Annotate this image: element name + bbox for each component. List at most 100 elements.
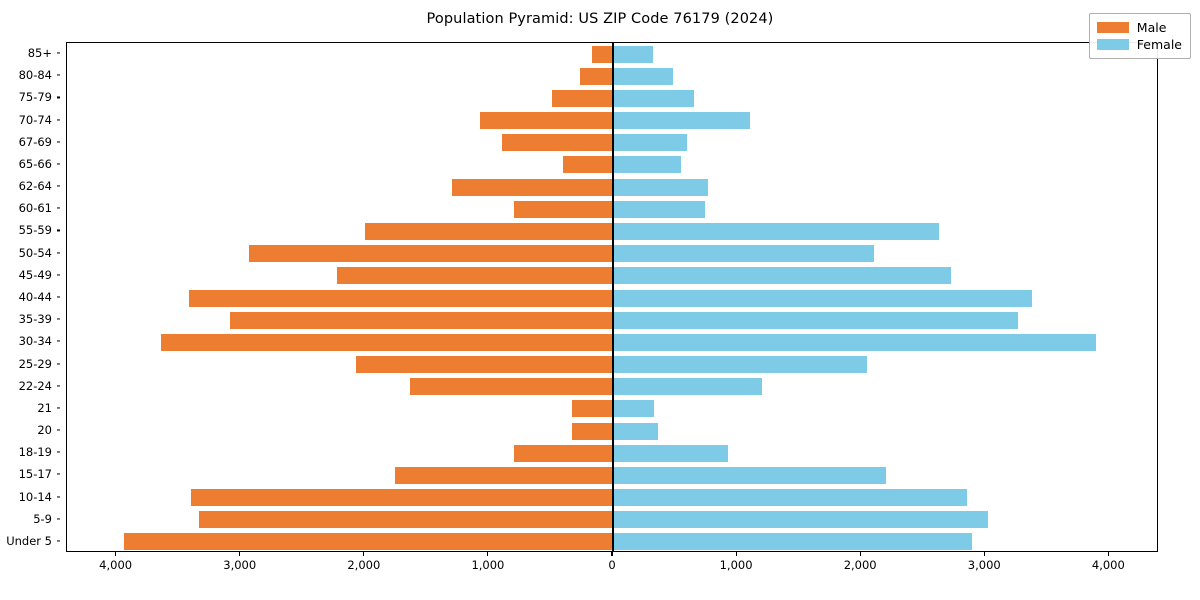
- bar-female: [613, 356, 868, 374]
- bar-male: [188, 289, 613, 307]
- y-tick-label: 62-64: [18, 179, 52, 194]
- x-tick-label: 3,000: [967, 558, 1001, 572]
- y-tick-mark: [56, 540, 60, 542]
- y-tick-label: 67-69: [18, 134, 52, 149]
- y-tick-label: 45-49: [18, 267, 52, 282]
- y-tick-label: 80-84: [18, 68, 52, 83]
- y-tick-mark: [56, 362, 60, 365]
- y-tick-mark: [56, 163, 60, 165]
- y-tick-mark: [56, 518, 60, 520]
- bar-female: [613, 466, 886, 484]
- bar-male: [230, 311, 613, 329]
- bars-layer: [67, 43, 1157, 551]
- bar-male: [249, 245, 613, 263]
- bar-female: [613, 311, 1018, 329]
- y-tick-mark: [56, 318, 60, 320]
- bar-female: [613, 67, 673, 85]
- x-tick-label: 0: [608, 558, 616, 572]
- y-tick-label: 65-66: [18, 156, 52, 171]
- y-tick-mark: [56, 429, 60, 431]
- y-tick-label: 70-74: [18, 112, 52, 127]
- x-axis: 4,000 3,000 2,000 1,000 0 1,000 2,000 3,000 4,00…: [66, 552, 1158, 582]
- y-tick-label: Under 5: [6, 533, 52, 548]
- y-tick-mark: [56, 52, 60, 54]
- y-tick-label: 25-29: [18, 356, 52, 371]
- y-tick-mark: [56, 274, 60, 276]
- y-tick-label: 20: [37, 423, 52, 438]
- bar-female: [613, 267, 951, 285]
- bar-male: [572, 400, 613, 418]
- y-tick-label: 85+: [27, 46, 52, 61]
- y-tick-mark: [56, 473, 60, 475]
- bar-male: [198, 511, 613, 529]
- bar-male: [480, 112, 613, 130]
- y-tick-mark: [56, 340, 60, 342]
- bar-female: [613, 222, 940, 240]
- bar-female: [613, 134, 687, 152]
- plot-area: [66, 42, 1158, 552]
- bar-male: [551, 89, 613, 107]
- y-tick-label: 30-34: [18, 334, 52, 349]
- y-tick-mark: [56, 385, 60, 387]
- y-tick-mark: [56, 185, 60, 187]
- x-tick-label: 4,000: [1091, 558, 1125, 572]
- y-tick-mark: [56, 207, 60, 209]
- bar-male: [563, 156, 613, 174]
- bar-male: [580, 67, 613, 85]
- bar-female: [613, 511, 988, 529]
- bar-female: [613, 533, 973, 551]
- zero-axis-line: [612, 43, 614, 551]
- bar-female: [613, 45, 653, 63]
- y-tick-label: 22-24: [18, 378, 52, 393]
- bar-male: [124, 533, 613, 551]
- bar-female: [613, 489, 967, 507]
- y-tick-mark: [56, 96, 60, 98]
- x-tick-mark: [487, 552, 489, 556]
- x-tick-label: 1,000: [471, 558, 505, 572]
- y-tick-mark: [56, 407, 60, 409]
- x-tick-label: 2,000: [347, 558, 381, 572]
- bar-female: [613, 400, 654, 418]
- bar-male: [501, 134, 613, 152]
- bar-female: [613, 378, 762, 396]
- bar-female: [613, 178, 708, 196]
- bar-male: [513, 444, 613, 462]
- legend-item-female[interactable]: Female: [1096, 36, 1182, 53]
- x-tick-label: 1,000: [719, 558, 753, 572]
- y-tick-label: 75-79: [18, 90, 52, 105]
- y-tick-mark: [56, 74, 60, 76]
- y-tick-mark: [56, 451, 60, 453]
- y-tick-label: 55-59: [18, 223, 52, 238]
- bar-male: [572, 422, 613, 440]
- bar-male: [514, 200, 613, 218]
- bar-female: [613, 289, 1033, 307]
- legend-item-male[interactable]: Male: [1096, 19, 1182, 36]
- x-tick-mark: [611, 552, 613, 556]
- y-tick-label: 18-19: [18, 445, 52, 460]
- bar-male: [336, 267, 613, 285]
- bar-male: [410, 378, 613, 396]
- bar-male: [191, 489, 613, 507]
- bar-female: [613, 422, 659, 440]
- x-tick-mark: [115, 552, 117, 556]
- y-tick-label: 5-9: [33, 511, 52, 526]
- bar-male: [356, 356, 613, 374]
- y-tick-mark: [56, 296, 60, 298]
- y-tick-label: 60-61: [18, 201, 52, 216]
- legend-swatch-male: [1096, 22, 1129, 33]
- legend-label: Male: [1136, 20, 1167, 35]
- bar-female: [613, 245, 875, 263]
- legend-swatch-female: [1096, 39, 1129, 50]
- bar-female: [613, 89, 694, 107]
- bar-male: [364, 222, 613, 240]
- bar-female: [613, 444, 728, 462]
- x-tick-mark: [1107, 552, 1109, 556]
- y-tick-label: 40-44: [18, 290, 52, 304]
- legend-label: Female: [1136, 37, 1182, 52]
- x-tick-mark: [363, 552, 365, 556]
- legend: Male Female: [1088, 13, 1191, 59]
- bar-male: [161, 333, 613, 351]
- x-tick-mark: [239, 552, 241, 556]
- y-tick-label: 21: [37, 400, 52, 415]
